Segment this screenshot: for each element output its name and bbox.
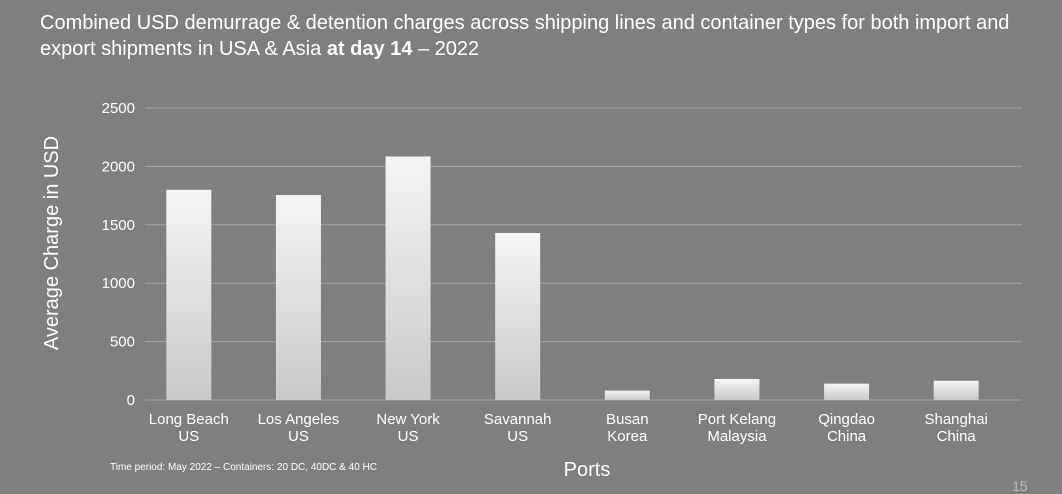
y-tick-label: 1000 [102, 275, 135, 292]
x-tick-label-line: US [398, 428, 419, 445]
x-tick-label-line: US [507, 428, 528, 445]
chart-title-emphasis: at day 14 [326, 38, 413, 60]
x-tick-label-line: China [827, 428, 867, 445]
x-tick-label-line: US [288, 428, 309, 445]
x-tick-label-line: Busan [606, 411, 649, 428]
x-tick-label-line: Savannah [484, 411, 552, 428]
y-tick-label: 2000 [102, 158, 135, 175]
x-tick-label-line: Long Beach [149, 411, 229, 428]
x-tick-label-line: Los Angeles [258, 411, 340, 428]
x-tick-label-line: Malaysia [707, 428, 767, 445]
x-tick-label-line: Qingdao [818, 411, 875, 428]
bar [933, 380, 979, 400]
y-tick-label: 1500 [102, 217, 135, 234]
x-tick-label: Long Beach US [149, 411, 229, 445]
bar [495, 232, 541, 400]
x-tick-label-line: New York [376, 411, 440, 428]
x-tick-label: Busan Korea [606, 411, 649, 445]
bar [385, 156, 431, 400]
x-tick-label: Shanghai China [924, 411, 987, 445]
chart-title-text: Combined USD demurrage & detention charg… [40, 12, 1010, 60]
x-tick-label-line: China [937, 428, 977, 445]
x-tick-label-line: Shanghai [924, 411, 987, 428]
y-tick-label: 2500 [102, 100, 135, 117]
x-tick-label: Port Kelang Malaysia [698, 411, 776, 445]
bar [166, 189, 212, 400]
x-tick-label-line: Korea [607, 428, 648, 445]
x-tick-label-line: Port Kelang [698, 411, 776, 428]
chart-title: Combined USD demurrage & detention charg… [40, 10, 1040, 62]
x-tick-label: New York US [376, 411, 440, 445]
y-axis-title: Average Charge in USD [41, 136, 63, 350]
page-number: 15 [1012, 478, 1028, 494]
x-axis-title: Ports [564, 459, 611, 481]
y-tick-label: 0 [127, 392, 135, 409]
x-tick-label: Qingdao China [818, 411, 875, 445]
bar [714, 378, 760, 400]
bar [604, 390, 650, 400]
bar [824, 383, 870, 400]
y-tick-label: 500 [110, 334, 135, 351]
footnote: Time period: May 2022 – Containers: 20 D… [110, 462, 377, 473]
x-tick-label: Los Angeles US [258, 411, 340, 445]
chart-title-year: – 2022 [417, 38, 480, 60]
x-tick-label-line: US [178, 428, 199, 445]
x-tick-label: Savannah US [484, 411, 552, 445]
bar [275, 195, 321, 400]
